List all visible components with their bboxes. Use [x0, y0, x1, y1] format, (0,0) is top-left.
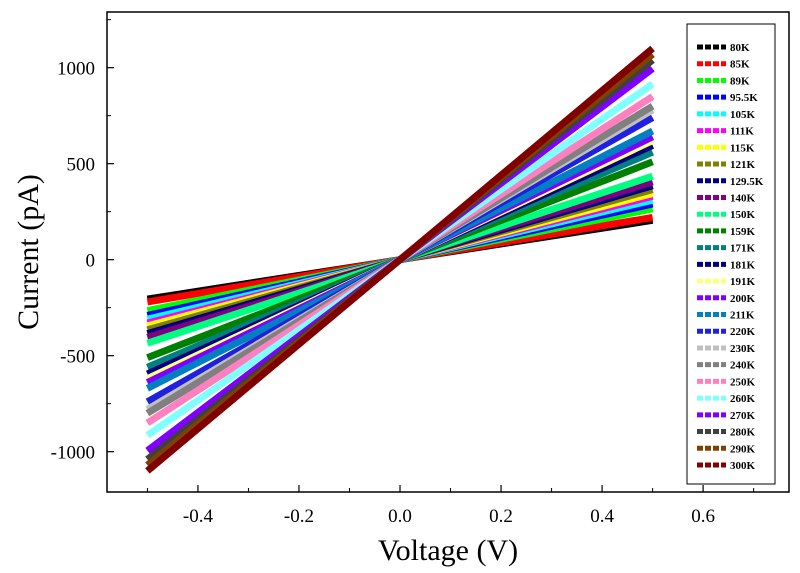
legend-label-80K: 80K — [730, 42, 750, 54]
y-tick-label: 0 — [86, 251, 96, 272]
legend-label-250K: 250K — [730, 376, 756, 388]
y-axis-title: Current (pA) — [12, 174, 45, 330]
legend-label-230K: 230K — [730, 343, 756, 355]
legend-label-211K: 211K — [730, 310, 755, 322]
legend-label-290K: 290K — [730, 443, 756, 455]
x-tick-label: 0.0 — [388, 506, 412, 527]
legend-label-181K: 181K — [730, 259, 756, 271]
series-layer — [145, 45, 655, 474]
x-tick-label: 0.4 — [590, 506, 614, 527]
plot-area — [106, 11, 790, 493]
legend-label-200K: 200K — [730, 293, 756, 305]
x-tick-label: -0.2 — [284, 506, 314, 527]
legend: 80K 85K 89K 95.5K 105K 111K 115K 121K 129.5K 140K… — [686, 23, 776, 485]
legend-label-85K: 85K — [730, 59, 750, 71]
legend-label-280K: 280K — [730, 427, 756, 439]
legend-label-300K: 300K — [730, 460, 756, 472]
legend-label-121K: 121K — [730, 159, 756, 171]
legend-label-220K: 220K — [730, 326, 756, 338]
x-axis-title: Voltage (V) — [378, 534, 518, 567]
legend-label-150K: 150K — [730, 209, 756, 221]
legend-label-270K: 270K — [730, 410, 756, 422]
legend-label-115K: 115K — [730, 142, 755, 154]
legend-label-89K: 89K — [730, 75, 750, 87]
legend-label-140K: 140K — [730, 192, 756, 204]
legend-items: 80K 85K 89K 95.5K 105K 111K 115K 121K 129.5K 140K… — [697, 42, 764, 472]
legend-label-171K: 171K — [730, 243, 756, 255]
legend-label-129.5K: 129.5K — [730, 176, 764, 188]
y-tick-label: -500 — [60, 347, 95, 368]
legend-label-240K: 240K — [730, 360, 756, 372]
series-line-300K — [145, 45, 655, 474]
x-axis: -0.4 -0.2 0.0 0.2 0.4 0.6 — [146, 485, 755, 527]
legend-label-159K: 159K — [730, 226, 756, 238]
y-tick-label: -1000 — [51, 443, 95, 464]
legend-label-191K: 191K — [730, 276, 756, 288]
legend-label-95.5K: 95.5K — [730, 92, 758, 104]
x-tick-label: 0.2 — [489, 506, 513, 527]
x-tick-label: -0.4 — [183, 506, 214, 527]
legend-label-111K: 111K — [730, 126, 754, 138]
legend-label-105K: 105K — [730, 109, 756, 121]
y-tick-label: 1000 — [57, 59, 95, 80]
y-tick-label: 500 — [67, 155, 96, 176]
x-tick-label: 0.6 — [691, 506, 715, 527]
legend-label-260K: 260K — [730, 393, 756, 405]
legend-box — [686, 23, 776, 485]
y-axis: -1000 -500 0 500 1000 — [51, 19, 114, 464]
